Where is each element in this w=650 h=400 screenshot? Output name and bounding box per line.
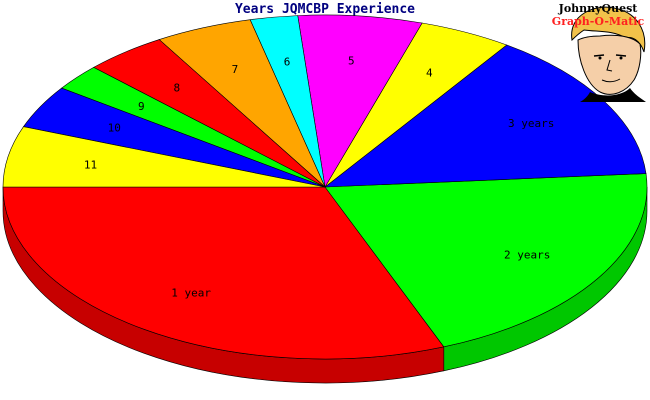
slice-5 <box>297 14 423 188</box>
slice-2-years <box>324 173 648 348</box>
chart-title: Years JQMCBP Experience <box>235 2 415 17</box>
slice-label-8: 8 <box>173 81 180 94</box>
slice-label-2-years: 2 years <box>504 248 550 261</box>
slice-label-5: 5 <box>348 55 355 68</box>
johnny-quest-face-icon <box>571 6 646 102</box>
slice-label-1-year: 1 year <box>171 286 211 299</box>
pie-slices <box>2 14 648 360</box>
graph-o-matic-logo: JohnnyQuest Graph-O-Matic <box>552 2 646 102</box>
slice-1-year <box>2 186 445 360</box>
slice-label-7: 7 <box>232 63 239 76</box>
slice-label-4: 4 <box>426 67 433 80</box>
logo-line-2: Graph-O-Matic <box>552 15 645 28</box>
slice-label-9: 9 <box>138 100 145 113</box>
slice-11 <box>2 126 326 188</box>
slice-label-11: 11 <box>84 158 97 171</box>
slice-label-6: 6 <box>284 55 291 68</box>
slice-label-10: 10 <box>108 122 121 135</box>
logo-line-1: JohnnyQuest <box>558 2 639 15</box>
slice-label-3-years: 3 years <box>508 117 554 130</box>
slice-labels: 1 year 2 years 3 years 4 5 6 7 8 9 10 11 <box>84 55 554 300</box>
